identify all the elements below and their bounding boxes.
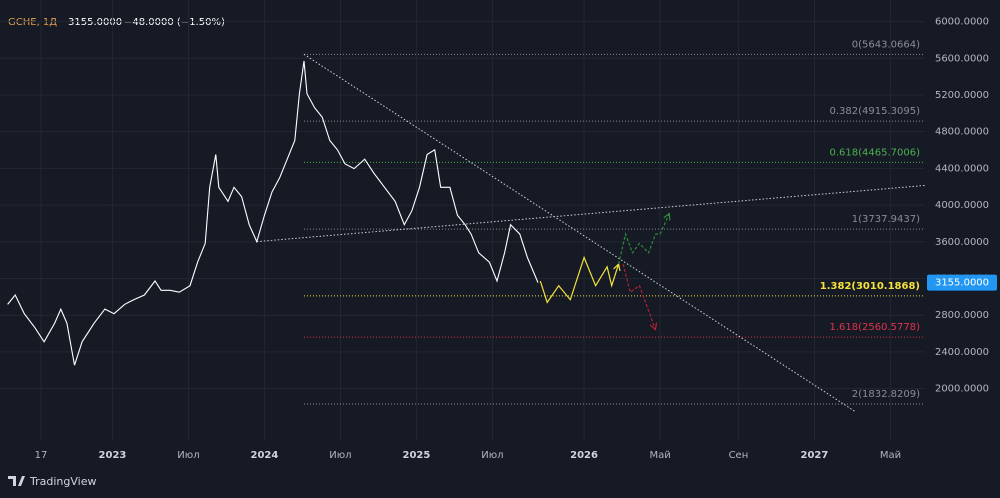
symbol: GCHE, 1Д bbox=[8, 17, 57, 28]
y-tick-label: 5600.0000 bbox=[935, 53, 989, 64]
x-tick-label: 2027 bbox=[801, 450, 829, 461]
y-tick-label: 5200.0000 bbox=[935, 90, 989, 101]
x-tick-label: 2024 bbox=[251, 450, 279, 461]
y-tick-label: 4000.0000 bbox=[935, 200, 989, 211]
x-tick-label: Июл bbox=[177, 450, 199, 461]
fib-label: 0(5643.0664) bbox=[852, 39, 920, 50]
fib-label: 0.382(4915.3095) bbox=[829, 106, 920, 117]
fib-label: 1.618(2560.5778) bbox=[829, 322, 920, 333]
fib-label: 2(1832.8209) bbox=[852, 389, 920, 400]
x-tick-label: Сен bbox=[729, 450, 749, 461]
brand: TradingView bbox=[29, 475, 96, 488]
projection bbox=[539, 255, 620, 304]
price-tag-label: 3155.0000 bbox=[935, 278, 989, 289]
fib-label: 1(3737.9437) bbox=[852, 214, 920, 225]
last-price: 3155.0000 bbox=[68, 17, 122, 28]
x-tick-label: 2023 bbox=[99, 450, 127, 461]
y-tick-label: 2000.0000 bbox=[935, 384, 989, 395]
x-tick-label: 2025 bbox=[402, 450, 430, 461]
x-tick-label: Май bbox=[880, 450, 901, 461]
y-tick-label: 4800.0000 bbox=[935, 127, 989, 138]
logo: TradingView bbox=[8, 475, 96, 488]
y-tick-label: 2400.0000 bbox=[935, 347, 989, 358]
y-tick-label: 2800.0000 bbox=[935, 310, 989, 321]
price-line bbox=[7, 60, 539, 366]
x-tick-label: Май bbox=[649, 450, 670, 461]
price-change: −48.0000 (−1.50%) bbox=[124, 17, 225, 28]
fib-label: 0.618(4465.7006) bbox=[829, 147, 920, 158]
x-tick-label: 2026 bbox=[570, 450, 598, 461]
y-tick-label: 6000.0000 bbox=[935, 17, 989, 28]
x-tick-label: Июл bbox=[329, 450, 351, 461]
arrow-head bbox=[649, 322, 658, 331]
trend-line bbox=[303, 53, 857, 413]
arrow-head bbox=[663, 212, 671, 221]
x-tick-label: Июл bbox=[481, 450, 503, 461]
fib-label: 1.382(3010.1868) bbox=[820, 281, 920, 292]
x-tick-label: 17 bbox=[35, 450, 48, 461]
price-axis bbox=[925, 0, 1000, 498]
y-tick-label: 3600.0000 bbox=[935, 237, 989, 248]
price-tag bbox=[927, 274, 997, 291]
y-tick-label: 4400.0000 bbox=[935, 163, 989, 174]
